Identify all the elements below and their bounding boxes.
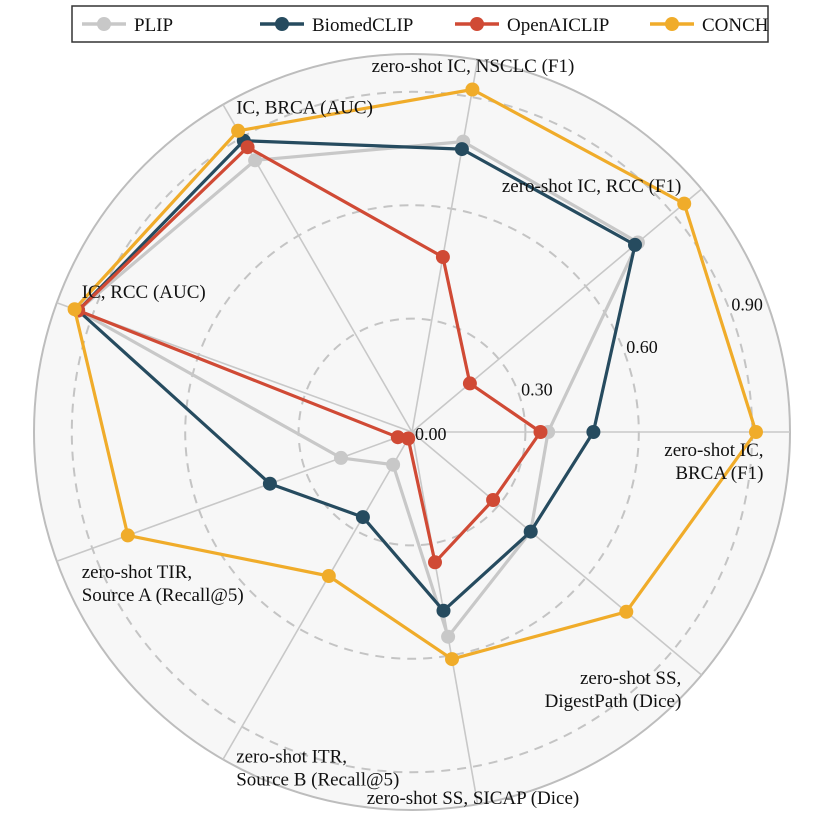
spoke-1 xyxy=(411,188,703,433)
data-point-conch-0 xyxy=(749,425,763,439)
data-point-biomedclip-2 xyxy=(454,142,469,157)
data-point-plip-3 xyxy=(248,153,263,168)
legend-label-biomedclip: BiomedCLIP xyxy=(312,15,413,36)
data-point-openaiclip-2 xyxy=(435,250,450,264)
spoke-6 xyxy=(222,431,413,760)
radial-tick-label-3: 0.90 xyxy=(731,295,763,315)
legend-marker-plip xyxy=(97,17,111,31)
legend-marker-biomedclip xyxy=(275,17,289,31)
data-point-openaiclip-0 xyxy=(533,425,548,439)
legend: PLIP BiomedCLIP OpenAICLIP CONCH xyxy=(71,5,769,43)
data-point-conch-8 xyxy=(619,604,634,619)
axis-label-8: zero-shot SS, DigestPath (Dice) xyxy=(545,668,682,712)
data-point-biomedclip-8 xyxy=(523,524,538,539)
axis-label-4: IC, RCC (AUC) xyxy=(82,282,206,303)
data-point-openaiclip-7 xyxy=(428,555,442,570)
legend-label-conch: CONCH xyxy=(702,15,769,36)
data-point-biomedclip-6 xyxy=(355,510,370,525)
radial-tick-label-2: 0.60 xyxy=(626,337,658,357)
axis-label-0: zero-shot IC, BRCA (F1) xyxy=(664,440,763,484)
spoke-5 xyxy=(56,431,413,563)
data-point-conch-4 xyxy=(67,302,82,317)
series-line-biomedclip xyxy=(76,139,637,613)
series-line-plip xyxy=(76,140,640,639)
data-point-conch-1 xyxy=(677,196,692,211)
data-point-biomedclip-5 xyxy=(262,476,277,491)
axis-label-2: zero-shot IC, NSCLC (F1) xyxy=(372,56,575,77)
data-point-openaiclip-6 xyxy=(401,431,416,446)
data-point-openaiclip-1 xyxy=(462,376,477,391)
axis-label-6: zero-shot ITR, Source B (Recall@5) xyxy=(236,746,399,790)
data-point-conch-7 xyxy=(445,652,459,667)
spoke-2 xyxy=(411,59,479,433)
data-point-conch-3 xyxy=(231,123,246,138)
data-point-biomedclip-1 xyxy=(628,237,642,252)
series-line-conch xyxy=(72,87,758,661)
data-point-plip-7 xyxy=(441,629,456,644)
data-point-conch-5 xyxy=(120,528,135,543)
data-point-plip-6 xyxy=(386,457,401,472)
data-point-conch-6 xyxy=(321,569,336,583)
axis-label-3: IC, BRCA (AUC) xyxy=(236,98,373,119)
data-point-openaiclip-8 xyxy=(486,493,501,507)
radial-tick-label-1: 0.30 xyxy=(521,380,553,400)
series-line-openaiclip xyxy=(76,145,543,564)
legend-marker-openaiclip xyxy=(470,17,484,31)
data-point-openaiclip-5 xyxy=(390,430,405,445)
data-point-plip-5 xyxy=(334,450,348,465)
axis-label-7: zero-shot SS, SICAP (Dice) xyxy=(367,788,580,809)
data-point-conch-2 xyxy=(465,82,480,97)
radial-ticks: 0.00 0.30 0.60 0.90 xyxy=(415,295,763,444)
axis-label-1: zero-shot IC, RCC (F1) xyxy=(502,176,681,197)
legend-marker-conch xyxy=(665,17,679,31)
legend-label-openaiclip: OpenAICLIP xyxy=(507,15,609,36)
radial-tick-label-0: 0.00 xyxy=(415,424,447,444)
data-point-biomedclip-0 xyxy=(586,425,601,439)
axis-label-5: zero-shot TIR, Source A (Recall@5) xyxy=(82,562,244,606)
data-point-biomedclip-7 xyxy=(436,603,451,618)
legend-label-plip: PLIP xyxy=(134,15,173,36)
spoke-8 xyxy=(411,431,703,676)
spoke-7 xyxy=(411,431,479,805)
data-point-openaiclip-3 xyxy=(240,140,255,155)
chart-series xyxy=(67,82,763,667)
axis-labels: zero-shot IC, BRCA (F1) zero-shot IC, RCC … xyxy=(82,56,764,809)
